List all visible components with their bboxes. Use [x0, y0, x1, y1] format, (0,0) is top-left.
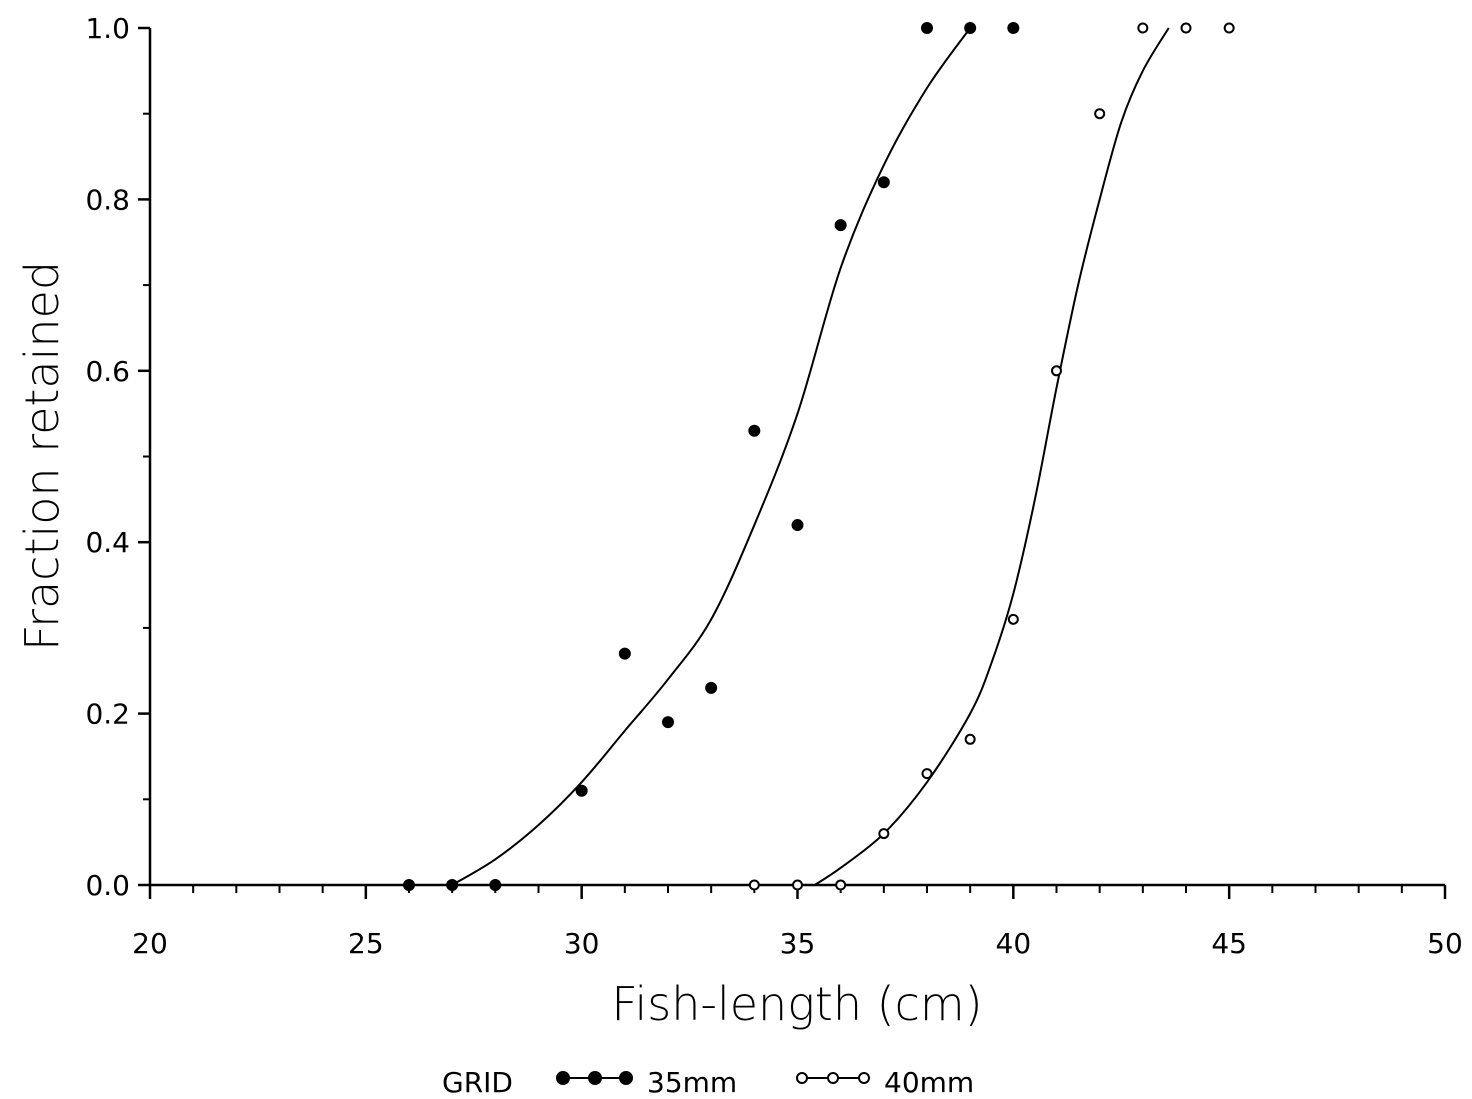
- x-tick-label: 45: [1211, 927, 1247, 960]
- data-point-35mm: [705, 681, 718, 694]
- series-40mm: [748, 22, 1235, 891]
- x-tick-label: 20: [132, 927, 168, 960]
- legend-marker-40mm: [796, 1072, 870, 1084]
- y-tick-label: 0.8: [85, 183, 130, 216]
- data-point-35mm: [575, 784, 588, 797]
- data-point-40mm: [1180, 22, 1192, 34]
- data-point-40mm: [1223, 22, 1235, 34]
- data-point-40mm: [748, 879, 760, 891]
- legend: GRID 35mm 40mm: [442, 1066, 974, 1099]
- data-point-40mm: [1137, 22, 1149, 34]
- y-tick-label: 0.0: [85, 869, 130, 902]
- data-point-35mm: [921, 22, 933, 34]
- data-point-35mm: [1007, 22, 1020, 34]
- x-axis: 20 25 30 35 40 45 50 Fish-length (cm): [132, 883, 1463, 1031]
- x-tick-label: 50: [1427, 927, 1463, 960]
- data-point-35mm: [748, 424, 761, 437]
- series-35mm: [403, 22, 1020, 891]
- legend-label-35mm: 35mm: [647, 1066, 737, 1099]
- data-point-40mm: [1094, 108, 1106, 120]
- x-tick-label: 30: [564, 927, 600, 960]
- data-point-35mm: [446, 879, 459, 891]
- data-point-35mm: [877, 176, 890, 189]
- y-axis-title: Fraction retained: [15, 261, 69, 651]
- data-point-40mm: [835, 879, 847, 891]
- data-point-40mm: [878, 828, 890, 840]
- legend-marker-35mm: [556, 1071, 633, 1085]
- legend-label-40mm: 40mm: [884, 1066, 974, 1099]
- data-point-40mm: [1007, 613, 1019, 625]
- fit-curve-40mm: [814, 27, 1170, 886]
- data-point-35mm: [964, 22, 977, 34]
- y-tick-label: 0.4: [85, 526, 130, 559]
- data-point-35mm: [834, 219, 847, 232]
- data-point-40mm: [792, 879, 803, 891]
- plot-series: [403, 22, 1235, 891]
- data-point-40mm: [921, 768, 933, 780]
- data-point-35mm: [489, 879, 502, 891]
- x-ticks: 20 25 30 35 40 45 50: [132, 885, 1463, 960]
- legend-title: GRID: [442, 1066, 513, 1099]
- data-point-35mm: [791, 519, 804, 532]
- fit-curve-35mm: [451, 27, 971, 886]
- y-ticks: 0.0 0.2 0.4 0.6 0.8 1.0: [85, 12, 150, 902]
- data-point-40mm: [1051, 365, 1062, 377]
- data-point-40mm: [964, 733, 976, 745]
- y-tick-label: 0.2: [85, 698, 130, 731]
- y-axis: 0.0 0.2 0.4 0.6 0.8 1.0 Fraction retained: [15, 12, 152, 902]
- x-axis-title: Fish-length (cm): [611, 977, 982, 1031]
- y-tick-label: 1.0: [85, 12, 130, 45]
- x-tick-label: 40: [996, 927, 1032, 960]
- y-tick-label: 0.6: [85, 355, 130, 388]
- data-point-35mm: [662, 716, 674, 729]
- x-tick-label: 35: [780, 927, 816, 960]
- data-point-35mm: [618, 647, 631, 660]
- data-point-35mm: [403, 879, 415, 891]
- x-tick-label: 25: [348, 927, 384, 960]
